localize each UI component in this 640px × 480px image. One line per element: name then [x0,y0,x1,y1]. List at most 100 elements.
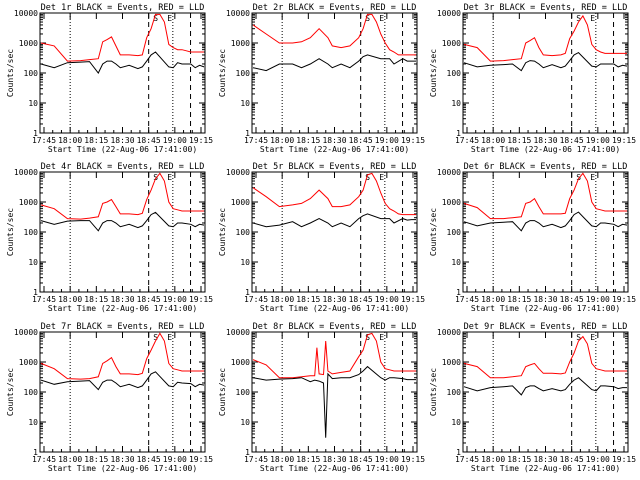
marker-label-e: E [590,333,595,342]
plot-frame [251,171,418,293]
series-lld-red [252,13,416,56]
y-tick-label: 1000 [442,358,461,367]
marker-label-s: S [576,14,581,23]
plot-frame [39,331,206,453]
y-tick-label: 1 [33,129,38,138]
plot-frame [462,171,629,293]
series-lld-red [463,335,627,379]
series-lld-red [463,14,627,62]
x-tick-label: 18:45 [560,455,584,464]
x-tick-label: 19:15 [189,455,213,464]
x-tick-label: 17:45 [244,295,268,304]
y-axis-label: Counts/sec [6,368,15,416]
panel-det-4: Det 4r BLACK = Events, RED = LLD 1 10 100 10… [6,162,213,313]
x-tick-label: 18:15 [296,295,320,304]
y-tick-label: 10000 [226,9,250,18]
marker-label-e: E [379,14,384,23]
series-lld-red [252,172,416,216]
x-tick-label: 19:15 [612,455,636,464]
marker-label-e: E [590,14,595,23]
x-tick-label: 18:45 [560,295,584,304]
x-tick-label: 18:00 [481,455,505,464]
y-tick-label: 1 [245,288,250,297]
y-axis-label: Counts/sec [429,368,438,416]
y-tick-label: 10 [28,418,38,427]
y-tick-label: 100 [24,69,39,78]
x-tick-label: 18:00 [58,455,82,464]
x-tick-label: 19:15 [612,295,636,304]
marker-label-s: S [153,14,158,23]
x-tick-label: 18:15 [84,136,108,145]
x-axis-label: Start Time (22-Aug-06 17:41:00) [260,464,409,473]
x-tick-label: 19:00 [375,455,399,464]
y-tick-label: 100 [236,228,251,237]
panel-det-2: Det 2r BLACK = Events, RED = LLD 1 10 100 10… [218,3,425,154]
y-tick-label: 10000 [14,328,38,337]
marker-label-e: E [590,173,595,182]
x-tick-label: 17:45 [244,136,268,145]
x-tick-label: 17:45 [32,136,56,145]
panel-title: Det 9r BLACK = Events, RED = LLD [464,322,628,332]
panel-title: Det 3r BLACK = Events, RED = LLD [464,3,628,13]
series-lld-red [40,13,204,62]
x-tick-label: 17:45 [455,136,479,145]
y-tick-label: 10000 [226,328,250,337]
panel-det-7: Det 7r BLACK = Events, RED = LLD 1 10 100 10… [6,322,213,473]
x-tick-label: 19:00 [586,136,610,145]
y-axis-label: Counts/sec [6,49,15,97]
x-tick-label: 19:00 [375,136,399,145]
y-tick-label: 1 [245,448,250,457]
plot-frame [251,331,418,453]
marker-label-s: S [576,333,581,342]
y-tick-label: 10 [28,99,38,108]
x-tick-label: 19:00 [163,295,187,304]
x-tick-label: 17:45 [32,455,56,464]
x-tick-label: 17:45 [455,455,479,464]
x-tick-label: 19:15 [612,136,636,145]
x-axis-label: Start Time (22-Aug-06 17:41:00) [471,304,620,313]
y-tick-label: 1 [245,129,250,138]
x-tick-label: 18:15 [84,295,108,304]
series-events-black [40,51,205,74]
x-tick-label: 18:15 [507,295,531,304]
marker-label-e: E [167,14,172,23]
x-tick-label: 19:15 [401,455,425,464]
y-tick-label: 100 [24,228,39,237]
x-tick-label: 18:30 [322,455,346,464]
plot-frame [251,12,418,134]
y-tick-label: 10000 [437,168,461,177]
y-tick-label: 100 [447,228,462,237]
y-tick-label: 1000 [231,39,250,48]
y-tick-label: 1 [456,448,461,457]
x-tick-label: 18:00 [270,295,294,304]
x-tick-label: 19:15 [401,136,425,145]
marker-label-e: E [167,333,172,342]
x-tick-label: 18:15 [296,136,320,145]
series-lld-red [40,332,204,380]
y-tick-label: 10000 [437,328,461,337]
marker-label-e: E [379,173,384,182]
y-tick-label: 1 [33,448,38,457]
series-lld-red [40,172,204,220]
x-tick-label: 19:00 [586,295,610,304]
panel-det-8: Det 8r BLACK = Events, RED = LLD 1 10 100 10… [218,322,425,473]
marker-label-s: S [365,14,370,23]
x-tick-label: 18:30 [110,136,134,145]
y-axis-label: Counts/sec [218,49,227,97]
x-tick-label: 17:45 [455,295,479,304]
series-lld-red [252,332,416,379]
y-tick-label: 1 [456,288,461,297]
series-lld-red [463,172,627,220]
panel-title: Det 5r BLACK = Events, RED = LLD [253,162,417,172]
x-tick-label: 18:45 [137,295,161,304]
x-tick-label: 18:15 [507,136,531,145]
x-tick-label: 18:00 [58,136,82,145]
y-axis-label: Counts/sec [218,368,227,416]
x-axis-label: Start Time (22-Aug-06 17:41:00) [471,464,620,473]
panel-det-6: Det 6r BLACK = Events, RED = LLD 1 10 100 10… [429,162,636,313]
y-tick-label: 1000 [19,198,38,207]
y-tick-label: 1000 [19,39,38,48]
y-tick-label: 100 [236,69,251,78]
x-tick-label: 18:45 [137,136,161,145]
panel-det-9: Det 9r BLACK = Events, RED = LLD 1 10 100 10… [429,322,636,473]
